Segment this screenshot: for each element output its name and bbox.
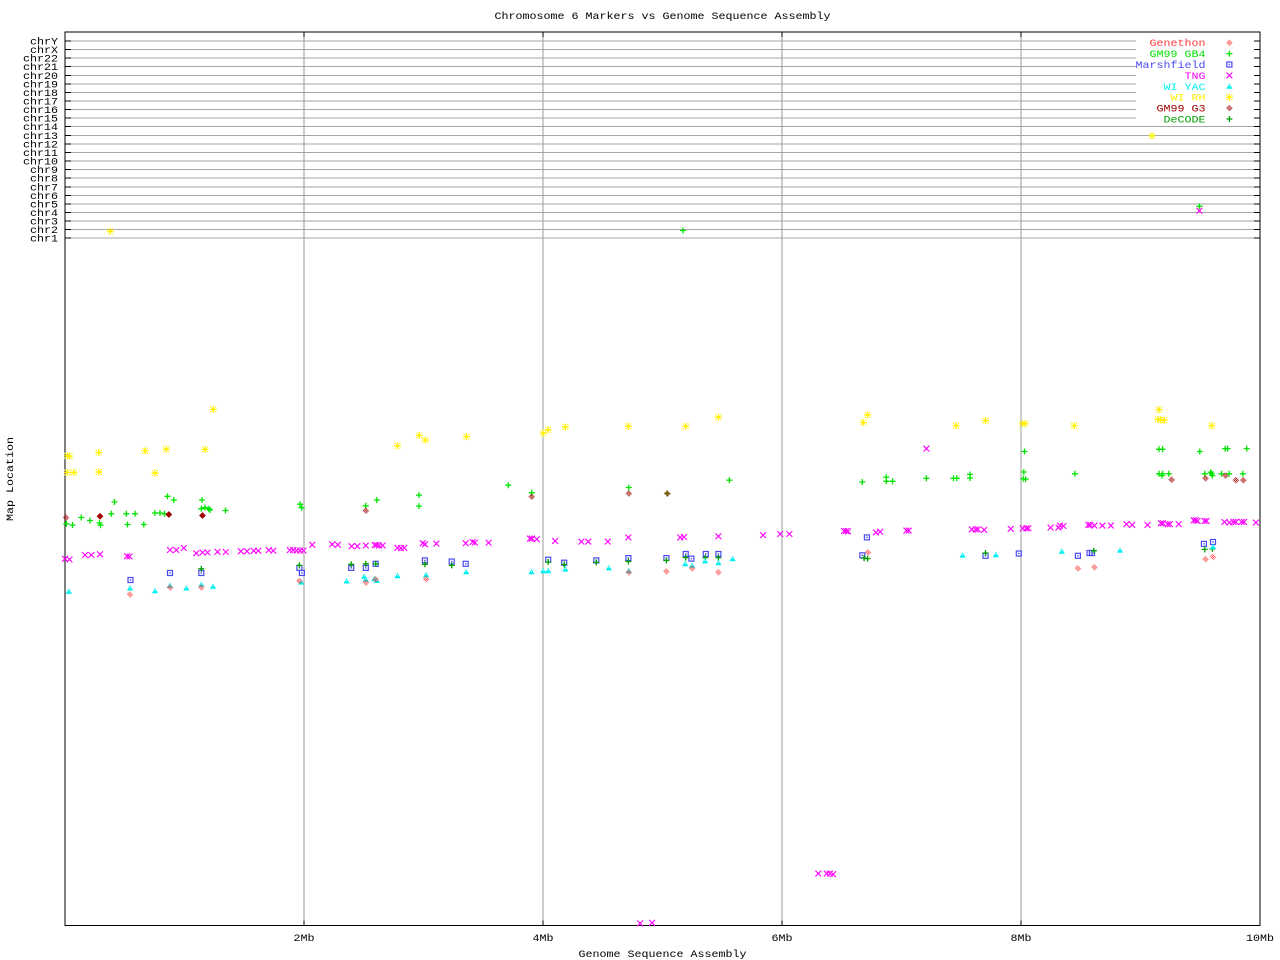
- svg-text:WI RH: WI RH: [1171, 93, 1206, 105]
- svg-text:chr19: chr19: [23, 79, 58, 91]
- svg-text:chr9: chr9: [30, 165, 58, 177]
- svg-text:GM99 GB4: GM99 GB4: [1150, 49, 1206, 61]
- svg-text:chr5: chr5: [30, 199, 58, 211]
- svg-text:chr4: chr4: [30, 208, 58, 220]
- svg-text:Genome Sequence Assembly: Genome Sequence Assembly: [579, 949, 747, 960]
- svg-text:chr1: chr1: [30, 234, 58, 246]
- svg-text:WI YAC: WI YAC: [1164, 82, 1206, 94]
- svg-text:Marshfield: Marshfield: [1136, 60, 1206, 72]
- svg-text:8Mb: 8Mb: [1011, 933, 1032, 945]
- svg-text:2Mb: 2Mb: [294, 933, 315, 945]
- svg-text:chr22: chr22: [23, 54, 58, 66]
- svg-text:chr12: chr12: [23, 139, 58, 151]
- svg-text:6Mb: 6Mb: [772, 933, 793, 945]
- svg-text:chr18: chr18: [23, 88, 58, 100]
- svg-text:chr7: chr7: [30, 182, 58, 194]
- svg-text:chr16: chr16: [23, 105, 58, 117]
- svg-text:chr14: chr14: [23, 122, 58, 134]
- svg-text:Map Location: Map Location: [5, 437, 17, 521]
- svg-text:10Mb: 10Mb: [1246, 933, 1274, 945]
- svg-text:chr3: chr3: [30, 217, 58, 229]
- svg-text:chr13: chr13: [23, 131, 58, 143]
- svg-text:chr17: chr17: [23, 97, 58, 109]
- svg-text:DeCODE: DeCODE: [1164, 115, 1206, 127]
- svg-text:chr10: chr10: [23, 157, 58, 169]
- svg-text:chr15: chr15: [23, 114, 58, 126]
- svg-text:chrX: chrX: [30, 45, 59, 57]
- svg-text:GM99 G3: GM99 G3: [1157, 104, 1206, 116]
- svg-text:Genethon: Genethon: [1150, 38, 1206, 50]
- svg-text:chr20: chr20: [23, 71, 58, 83]
- svg-text:chrY: chrY: [30, 37, 59, 49]
- svg-text:4Mb: 4Mb: [533, 933, 554, 945]
- svg-text:chr2: chr2: [30, 225, 58, 237]
- svg-text:chr8: chr8: [30, 174, 58, 186]
- svg-text:chr21: chr21: [23, 62, 58, 74]
- svg-text:Chromosome 6 Markers vs Genome: Chromosome 6 Markers vs Genome Sequence …: [495, 11, 831, 23]
- svg-text:TNG: TNG: [1185, 71, 1206, 83]
- svg-text:chr11: chr11: [23, 148, 58, 160]
- svg-text:chr6: chr6: [30, 191, 58, 203]
